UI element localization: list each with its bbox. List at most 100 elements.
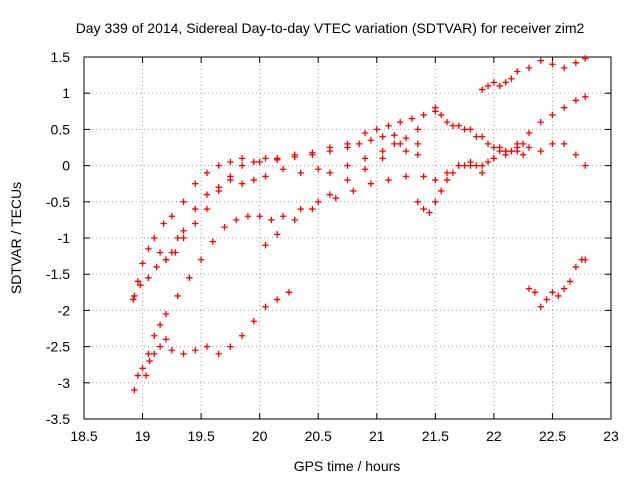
data-point	[129, 296, 137, 303]
data-point	[379, 155, 386, 162]
data-point	[168, 249, 176, 256]
data-point	[514, 144, 521, 151]
data-point	[233, 216, 240, 224]
y-tick-label: 0.5	[51, 121, 71, 137]
series-track-3	[156, 140, 421, 263]
data-point	[572, 151, 580, 158]
data-point	[326, 191, 334, 198]
data-point	[250, 318, 258, 325]
data-point	[209, 238, 217, 245]
data-layer	[129, 55, 589, 394]
data-point	[455, 162, 462, 169]
data-point	[361, 155, 369, 162]
data-point	[478, 86, 486, 93]
data-point	[145, 274, 152, 282]
data-point	[291, 216, 298, 224]
data-point	[326, 147, 334, 155]
data-point	[414, 151, 421, 158]
y-tick-label: -2	[58, 302, 71, 318]
data-point	[385, 122, 392, 129]
tick-layer: 18.5 19 19.5 20 20.5 21 21.5 22 22.5 23 -3.5 -3 -2.5…	[46, 49, 619, 444]
data-point	[262, 303, 269, 310]
data-point	[151, 234, 158, 242]
data-point	[256, 158, 263, 166]
grid-layer	[84, 57, 611, 419]
data-point	[549, 140, 556, 148]
data-point	[490, 155, 498, 162]
data-point	[256, 213, 263, 220]
data-point	[414, 126, 421, 133]
data-point	[315, 198, 322, 205]
data-point	[192, 220, 199, 227]
data-point	[274, 231, 281, 238]
data-point	[326, 169, 334, 177]
data-point	[142, 372, 150, 379]
data-point	[134, 278, 142, 285]
data-point	[262, 242, 269, 249]
data-point	[274, 155, 281, 162]
data-point	[151, 350, 158, 358]
data-point	[274, 296, 281, 303]
data-point	[582, 93, 589, 101]
data-point	[543, 296, 550, 303]
data-point	[131, 386, 138, 394]
data-point	[397, 118, 404, 126]
data-point	[156, 249, 164, 256]
data-point	[356, 140, 363, 148]
data-point	[238, 180, 246, 187]
data-point	[449, 169, 457, 177]
data-point	[192, 205, 199, 213]
data-point	[309, 205, 316, 213]
data-point	[420, 111, 427, 119]
data-point	[531, 289, 539, 296]
data-point	[162, 256, 170, 263]
data-point	[432, 176, 439, 184]
x-axis-label: GPS time / hours	[294, 458, 401, 474]
data-point	[496, 147, 503, 155]
data-point	[549, 111, 556, 119]
data-point	[221, 223, 228, 231]
data-point	[414, 140, 421, 148]
data-point	[502, 151, 509, 158]
data-point	[420, 205, 427, 213]
data-point	[279, 166, 287, 173]
y-tick-label: 1.5	[51, 49, 71, 65]
data-point	[215, 162, 222, 169]
data-point	[514, 68, 521, 75]
data-point	[402, 134, 410, 142]
data-point	[572, 59, 580, 66]
data-point	[162, 310, 170, 318]
y-tick-label: 1	[62, 85, 70, 101]
data-point	[508, 147, 515, 155]
data-point	[279, 213, 287, 220]
data-point	[180, 350, 187, 358]
data-point	[408, 115, 416, 122]
data-point	[467, 126, 474, 133]
data-point	[192, 347, 199, 354]
data-point	[153, 263, 160, 271]
data-point	[137, 281, 144, 289]
data-point	[496, 82, 503, 90]
data-point	[478, 169, 486, 177]
data-point	[473, 133, 480, 140]
x-tick-label: 21.5	[422, 428, 449, 444]
data-point	[426, 209, 433, 216]
data-point	[367, 137, 375, 144]
data-point	[134, 372, 142, 379]
data-point	[502, 79, 509, 86]
data-point	[268, 216, 275, 224]
data-point	[332, 194, 339, 202]
x-tick-label: 19	[135, 428, 151, 444]
data-point	[525, 285, 533, 292]
series-track-7	[414, 140, 527, 216]
data-point	[145, 245, 152, 253]
data-point	[508, 75, 515, 82]
x-tick-label: 22	[486, 428, 502, 444]
data-point	[238, 162, 246, 169]
data-point	[420, 173, 427, 180]
data-point	[484, 82, 492, 90]
data-point	[525, 144, 533, 151]
data-point	[180, 227, 187, 234]
data-point	[525, 64, 533, 72]
